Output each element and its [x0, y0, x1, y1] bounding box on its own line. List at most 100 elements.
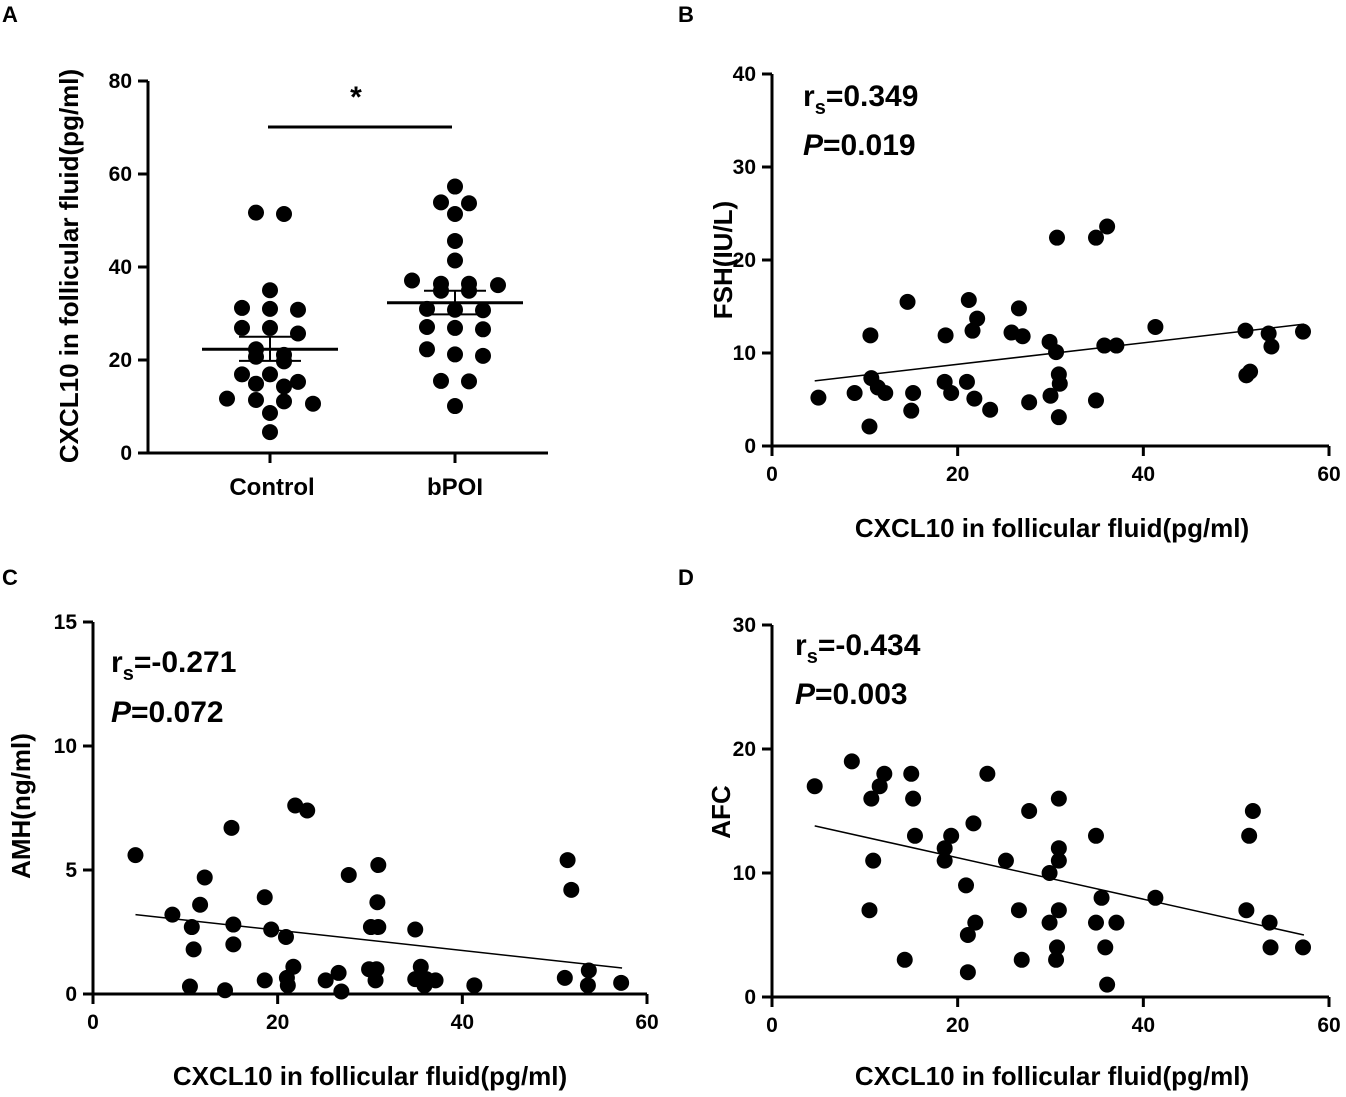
panel-b-data-point: [1108, 337, 1125, 354]
panel-d-x-tick-label: 40: [1132, 1014, 1155, 1037]
panel-b-y-tick-label: 0: [744, 435, 756, 458]
panel-c-data-point: [183, 919, 200, 936]
panel-d-data-point: [936, 840, 953, 857]
panel-a-control-point: [234, 319, 250, 336]
panel-b-x-axis-label: CXCL10 in follicular fluid(pg/ml): [855, 513, 1249, 543]
panel-d-data-point: [979, 765, 996, 782]
panel-d-x-tick-label: 0: [766, 1014, 778, 1037]
panel-a-control-point: [262, 424, 278, 441]
panel-c-data-point: [196, 869, 213, 886]
panel-a-bpoi-point: [490, 277, 506, 294]
panel-d-fit-line: [814, 825, 1305, 936]
panel-a-control-point: [276, 393, 292, 410]
panel-c-data-point: [164, 906, 181, 923]
panel-a-bpoi-point: [461, 195, 477, 212]
panel-c-data-point: [285, 958, 302, 975]
panel-b-data-point: [964, 322, 981, 339]
panel-b-x-tick-label: 40: [1132, 463, 1155, 486]
panel-c-y-tick-label: 10: [54, 735, 77, 758]
panel-d-scatter: AFC CXCL10 in follicular fluid(pg/ml) rs…: [706, 614, 1341, 1091]
panel-a-y-tick-label: 40: [109, 256, 132, 279]
panel-c-data-point: [185, 941, 202, 958]
panel-a-control-point: [305, 395, 321, 412]
panel-a-bpoi-point: [475, 347, 491, 364]
panel-letter-c: C: [2, 565, 18, 590]
panel-d-data-point: [1041, 914, 1058, 931]
panel-a-bpoi-point: [419, 341, 435, 358]
panel-c-data-point: [407, 921, 424, 938]
panel-d-data-point: [863, 790, 880, 807]
panel-a-bpoi-point: [447, 205, 463, 222]
panel-b-rs-value: =0.349: [826, 80, 919, 113]
panel-b-data-point: [861, 418, 878, 435]
panel-d-data-point: [997, 852, 1014, 869]
panel-d-data-point: [1097, 939, 1114, 956]
panel-d-data-point: [905, 790, 922, 807]
panel-c-data-point: [256, 972, 273, 989]
panel-c-data-point: [277, 928, 294, 945]
panel-a-bpoi-point: [419, 300, 435, 317]
panel-b-y-tick-label: 20: [733, 249, 756, 272]
panel-d-y-tick-label: 10: [733, 862, 756, 885]
panel-d-data-point: [1093, 889, 1110, 906]
panel-c-p-value: =0.072: [131, 696, 224, 729]
panel-d-data-point: [903, 765, 920, 782]
panel-b-data-point: [1087, 229, 1104, 246]
panel-c-data-point: [368, 961, 385, 978]
panel-a-y-tick-label: 60: [109, 163, 132, 186]
panel-d-data-point: [1241, 827, 1258, 844]
panel-d-y-tick-label: 0: [744, 986, 756, 1009]
panel-c-x-axis-label: CXCL10 in follicular fluid(pg/ml): [173, 1061, 567, 1091]
panel-d-data-point: [967, 914, 984, 931]
panel-c-data-point: [127, 847, 144, 864]
panel-a-y-tick-label: 0: [120, 442, 132, 465]
panel-c-p: P=0.072: [111, 696, 224, 729]
panel-d-data-point: [959, 927, 976, 943]
panel-c-data-point: [466, 977, 483, 994]
panel-c-data-point: [370, 857, 387, 874]
panel-d-data-point: [1050, 902, 1067, 919]
panel-c-data-point: [330, 964, 347, 981]
panel-a-control-point: [290, 373, 306, 390]
panel-a-y-tick-label: 20: [109, 349, 132, 372]
panel-a-control-point: [290, 301, 306, 318]
panel-a-control-point: [276, 205, 292, 222]
panel-b-data-point: [1096, 337, 1113, 354]
panel-b-data-point: [1048, 344, 1065, 361]
panel-b-data-point: [958, 373, 975, 390]
panel-a-y-tick-label: 80: [109, 70, 132, 93]
panel-c-data-point: [559, 852, 576, 869]
panel-b-data-point: [1050, 409, 1067, 426]
panel-c-x-tick-label: 0: [87, 1011, 99, 1034]
panel-d-x-tick-label: 60: [1317, 1014, 1340, 1037]
panel-b-data-point: [943, 384, 960, 401]
panel-d-data-point: [965, 815, 982, 832]
panel-d-data-point: [1010, 902, 1027, 919]
panel-b-rs: rs=0.349: [803, 80, 918, 119]
panel-a-bpoi-point: [419, 318, 435, 335]
panel-b-x-tick-label: 60: [1317, 463, 1340, 486]
panel-a-bpoi-point: [447, 398, 463, 415]
panel-d-data-point: [1021, 803, 1038, 819]
panel-a-bpoi-point: [447, 346, 463, 363]
panel-b-data-point: [1048, 229, 1065, 246]
panel-b-data-point: [899, 293, 916, 310]
panel-d-data-point: [843, 753, 860, 770]
panel-a-category-bpoi: bPOI: [427, 474, 483, 501]
panel-a-bpoi-point: [447, 178, 463, 195]
panel-b-y-tick-label: 30: [733, 156, 756, 179]
panel-a-control-point: [276, 378, 292, 395]
panel-c-data-point: [369, 894, 386, 911]
panel-d-data-point: [943, 827, 960, 844]
panel-a-bpoi-point: [433, 194, 449, 211]
panel-d-data-point: [865, 852, 882, 869]
panel-c-y-tick-label: 5: [65, 859, 77, 882]
panel-a-bpoi-point: [433, 372, 449, 389]
panel-a-bpoi-point: [475, 302, 491, 319]
panel-c-data-point: [580, 962, 597, 979]
panel-d-data-point: [959, 964, 976, 981]
panel-d-y-tick-label: 30: [733, 614, 756, 637]
panel-d-data-point: [871, 778, 888, 795]
panel-d-data-point: [1087, 827, 1104, 844]
